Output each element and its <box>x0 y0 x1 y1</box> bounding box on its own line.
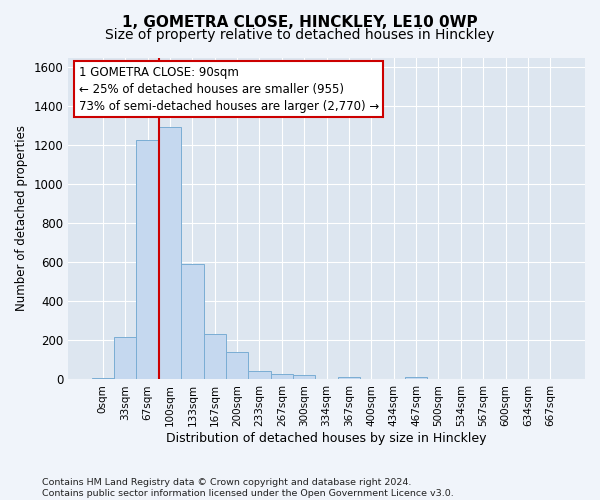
Text: Size of property relative to detached houses in Hinckley: Size of property relative to detached ho… <box>106 28 494 42</box>
Text: 1, GOMETRA CLOSE, HINCKLEY, LE10 0WP: 1, GOMETRA CLOSE, HINCKLEY, LE10 0WP <box>122 15 478 30</box>
Bar <box>92 378 114 380</box>
Bar <box>293 374 316 380</box>
Bar <box>203 334 226 380</box>
Y-axis label: Number of detached properties: Number of detached properties <box>15 126 28 312</box>
Bar <box>338 376 360 380</box>
Bar <box>136 140 159 380</box>
X-axis label: Distribution of detached houses by size in Hinckley: Distribution of detached houses by size … <box>166 432 487 445</box>
Bar <box>405 376 427 380</box>
Text: 1 GOMETRA CLOSE: 90sqm
← 25% of detached houses are smaller (955)
73% of semi-de: 1 GOMETRA CLOSE: 90sqm ← 25% of detached… <box>79 66 379 112</box>
Bar <box>271 374 293 380</box>
Text: Contains HM Land Registry data © Crown copyright and database right 2024.
Contai: Contains HM Land Registry data © Crown c… <box>42 478 454 498</box>
Bar <box>248 370 271 380</box>
Bar <box>226 352 248 380</box>
Bar <box>114 336 136 380</box>
Bar <box>181 264 203 380</box>
Bar <box>159 127 181 380</box>
